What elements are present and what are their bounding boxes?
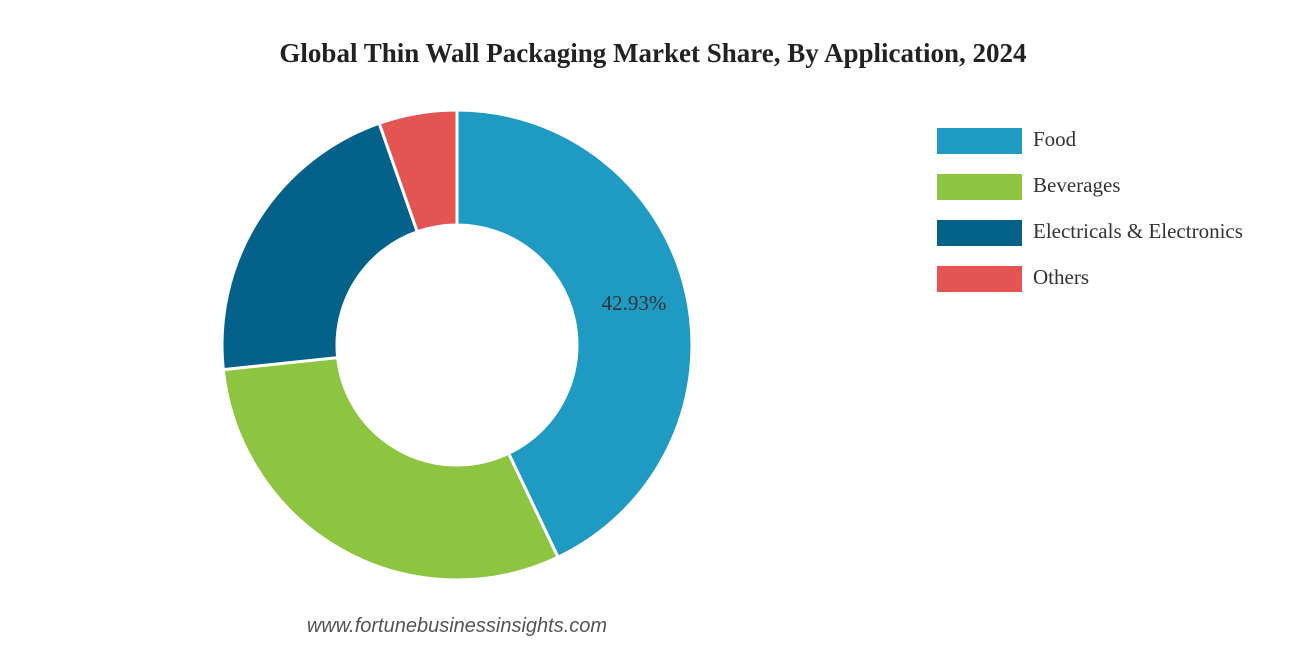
legend-label: Electricals & Electronics — [1033, 219, 1243, 243]
legend-swatch — [937, 266, 1022, 292]
legend-label: Beverages — [1033, 173, 1120, 197]
legend-swatch — [937, 220, 1022, 246]
legend-label: Others — [1033, 265, 1089, 289]
legend-label: Food — [1033, 127, 1077, 151]
donut-segment — [377, 108, 459, 234]
source: www.fortunebusinessinsights.com — [307, 615, 607, 637]
chart-title: Global Thin Wall Packaging Market Share,… — [279, 38, 1026, 68]
legend-swatch — [937, 174, 1022, 200]
donut-segment — [221, 355, 560, 582]
donut-segment — [455, 108, 694, 560]
value-label: 42.93% — [602, 291, 667, 315]
donut-segment — [220, 121, 420, 372]
legend-swatch — [937, 128, 1022, 154]
